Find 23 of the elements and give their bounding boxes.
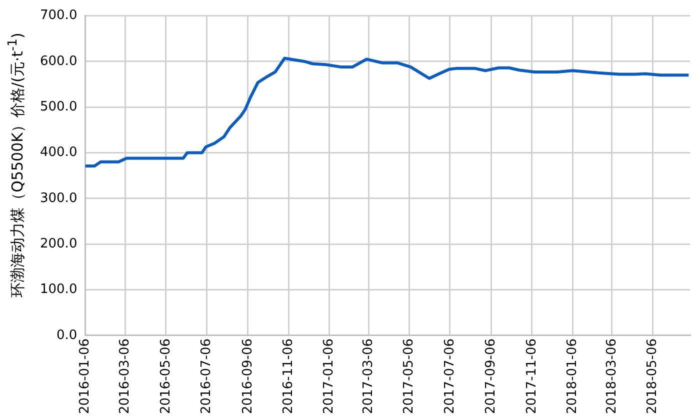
y-tick-label: 600.0 xyxy=(40,54,78,69)
y-tick-label: 300.0 xyxy=(40,190,78,206)
x-tick-label: 2018-01-06 xyxy=(565,338,580,414)
x-tick-label: 2016-01-06 xyxy=(78,338,93,414)
x-tick-label: 2016-05-06 xyxy=(158,338,174,414)
x-tick-label: 2016-11-06 xyxy=(280,338,296,414)
x-tick-label: 2017-11-06 xyxy=(524,338,540,414)
y-tick-label: 400.0 xyxy=(40,145,78,160)
y-tick-label: 200.0 xyxy=(40,236,78,252)
y-tick-label: 100.0 xyxy=(40,282,78,298)
y-tick-label: 700.0 xyxy=(40,8,78,24)
y-tick-label: 500.0 xyxy=(40,100,78,115)
x-tick-label: 2018-03-06 xyxy=(604,338,620,414)
y-tick-label: 0.0 xyxy=(56,328,78,343)
x-tick-label: 2017-07-06 xyxy=(442,338,458,414)
x-tick-label: 2017-03-06 xyxy=(360,338,376,414)
x-tick-label: 2017-09-06 xyxy=(484,338,499,414)
x-tick-label: 2016-09-06 xyxy=(240,338,256,414)
x-tick-label: 2017-05-06 xyxy=(402,338,417,414)
x-tick-label: 2018-05-06 xyxy=(645,338,660,414)
x-tick-label: 2017-01-06 xyxy=(322,338,337,414)
x-tick-label: 2016-03-06 xyxy=(118,338,133,414)
x-tick-label: 2016-07-06 xyxy=(198,338,214,414)
